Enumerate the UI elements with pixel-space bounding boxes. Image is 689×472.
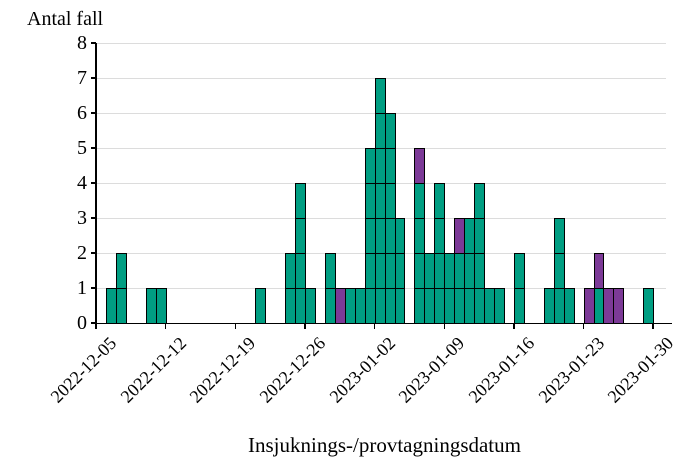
- x-axis-tick: [234, 323, 237, 329]
- case-cell-teal: [395, 253, 405, 289]
- y-tick-label: 8: [77, 32, 87, 54]
- case-cell-teal: [564, 288, 575, 324]
- y-tick-label: 2: [77, 242, 87, 264]
- x-axis-tick: [443, 323, 445, 329]
- y-tick-label: 3: [77, 207, 87, 229]
- y-axis-tick: [90, 252, 96, 254]
- y-tick-label: 1: [77, 277, 87, 299]
- x-axis-tick: [652, 323, 654, 329]
- case-cell-teal: [514, 288, 525, 324]
- case-cell-teal: [395, 288, 405, 324]
- y-tick-label: 5: [77, 137, 87, 159]
- case-cell-teal: [554, 253, 565, 289]
- case-cell-teal: [305, 288, 316, 324]
- y-axis-tick: [90, 42, 96, 44]
- case-cell-teal: [474, 218, 485, 254]
- y-tick-label: 6: [77, 102, 87, 124]
- x-axis-title: Insjuknings-/provtagningsdatum: [248, 433, 521, 457]
- case-cell-teal: [514, 253, 525, 289]
- case-cell-teal: [295, 253, 306, 289]
- y-axis-tick: [90, 322, 96, 324]
- case-cell-teal: [375, 78, 386, 114]
- case-cell-teal: [395, 218, 405, 254]
- case-cell-teal: [643, 288, 654, 324]
- gridline: [97, 42, 666, 44]
- case-cell-teal: [434, 183, 445, 219]
- y-axis-tick: [90, 112, 96, 114]
- case-cell-teal: [474, 253, 485, 289]
- x-axis-tick: [95, 323, 97, 329]
- y-axis-tick: [90, 147, 96, 149]
- y-tick-label: 7: [77, 67, 87, 89]
- case-cell-teal: [385, 148, 396, 184]
- y-axis-tick: [90, 217, 96, 219]
- y-axis-tick: [90, 77, 96, 79]
- case-cell-teal: [474, 183, 485, 219]
- x-axis: [95, 322, 672, 324]
- x-axis-tick: [164, 323, 167, 329]
- x-axis-tick: [304, 323, 306, 329]
- y-axis: [95, 42, 97, 324]
- x-axis-tick: [513, 323, 515, 329]
- y-tick-label: 4: [77, 172, 87, 194]
- case-cell-teal: [255, 288, 266, 324]
- case-cell-teal: [434, 218, 445, 254]
- case-cell-teal: [156, 288, 167, 324]
- case-cell-teal: [385, 113, 396, 149]
- case-cell-teal: [295, 183, 306, 219]
- x-axis-tick: [582, 323, 585, 329]
- case-cell-purple: [613, 288, 624, 324]
- y-tick-label: 0: [77, 312, 87, 334]
- y-axis-tick: [90, 182, 96, 184]
- case-cell-teal: [325, 253, 336, 289]
- y-axis-title: Antal fall: [27, 8, 104, 30]
- case-cell-teal: [414, 218, 425, 254]
- case-cell-teal: [414, 183, 425, 219]
- case-cell-teal: [385, 183, 396, 219]
- case-cell-teal: [554, 218, 565, 254]
- case-cell-teal: [494, 288, 505, 324]
- case-cell-purple: [594, 253, 604, 289]
- case-cell-teal: [295, 218, 306, 254]
- y-axis-tick: [90, 287, 96, 289]
- case-cell-teal: [116, 253, 127, 289]
- case-cell-purple: [414, 148, 425, 184]
- x-axis-tick: [373, 323, 376, 329]
- case-cell-teal: [116, 288, 127, 324]
